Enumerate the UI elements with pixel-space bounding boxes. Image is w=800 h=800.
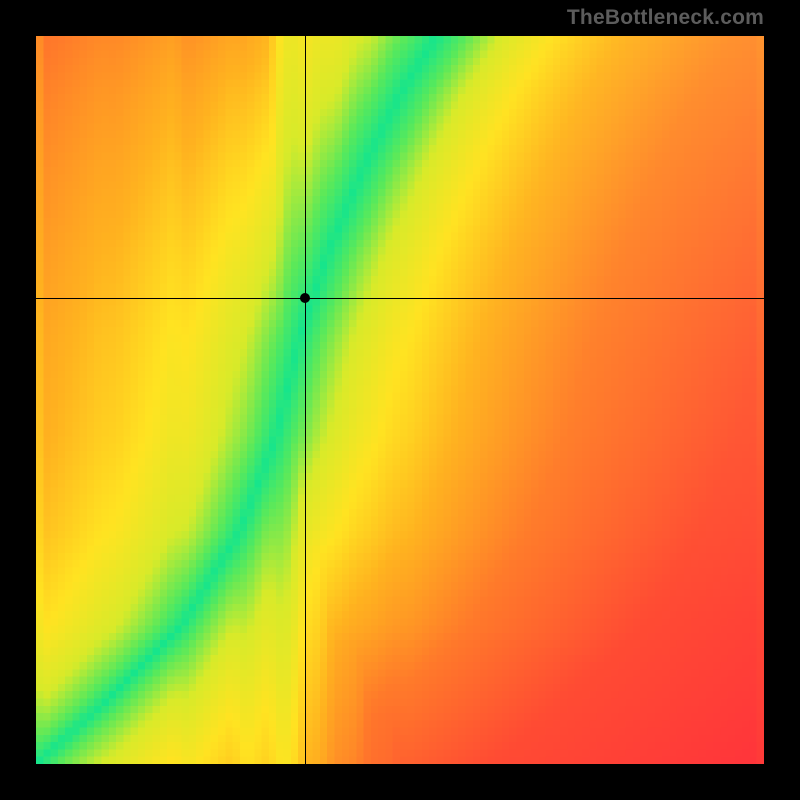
crosshair-horizontal: [36, 298, 764, 299]
chart-container: { "watermark": { "text": "TheBottleneck.…: [0, 0, 800, 800]
watermark-text: TheBottleneck.com: [567, 6, 764, 30]
crosshair-vertical: [305, 36, 306, 764]
bottleneck-heatmap: [36, 36, 764, 764]
